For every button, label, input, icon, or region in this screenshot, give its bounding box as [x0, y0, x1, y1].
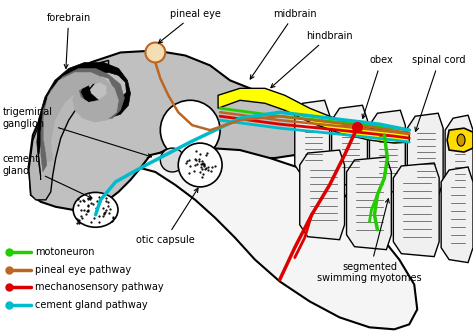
Polygon shape [140, 148, 417, 329]
Polygon shape [369, 110, 405, 193]
Circle shape [160, 100, 220, 160]
Polygon shape [393, 163, 439, 257]
Polygon shape [29, 61, 109, 200]
Polygon shape [218, 88, 409, 143]
Polygon shape [441, 167, 473, 263]
Text: midbrain: midbrain [250, 9, 317, 79]
Polygon shape [41, 68, 125, 172]
Text: segmented
swimming myotomes: segmented swimming myotomes [317, 199, 422, 283]
Text: trigeminal
ganglion: trigeminal ganglion [3, 108, 152, 158]
Polygon shape [407, 113, 443, 197]
Text: pineal eye pathway: pineal eye pathway [35, 264, 131, 275]
Polygon shape [44, 72, 118, 162]
Polygon shape [445, 115, 473, 200]
Polygon shape [346, 157, 392, 250]
Polygon shape [332, 105, 367, 187]
Polygon shape [29, 51, 325, 210]
Circle shape [146, 43, 165, 62]
Text: hindbrain: hindbrain [271, 31, 353, 88]
Text: obex: obex [362, 56, 393, 118]
Text: forebrain: forebrain [46, 13, 91, 68]
Circle shape [178, 143, 222, 187]
Ellipse shape [457, 134, 465, 146]
Polygon shape [37, 62, 130, 180]
Text: pineal eye: pineal eye [158, 9, 220, 43]
Text: spinal cord: spinal cord [412, 56, 466, 131]
Ellipse shape [73, 192, 118, 227]
Text: motoneuron: motoneuron [35, 247, 94, 257]
Polygon shape [447, 128, 473, 152]
Polygon shape [295, 100, 329, 180]
Text: otic capsule: otic capsule [136, 188, 198, 245]
Text: cement gland pathway: cement gland pathway [35, 300, 147, 310]
Circle shape [160, 148, 184, 172]
Polygon shape [300, 150, 345, 240]
Text: mechanosensory pathway: mechanosensory pathway [35, 282, 164, 292]
Text: cement
gland: cement gland [3, 154, 92, 198]
